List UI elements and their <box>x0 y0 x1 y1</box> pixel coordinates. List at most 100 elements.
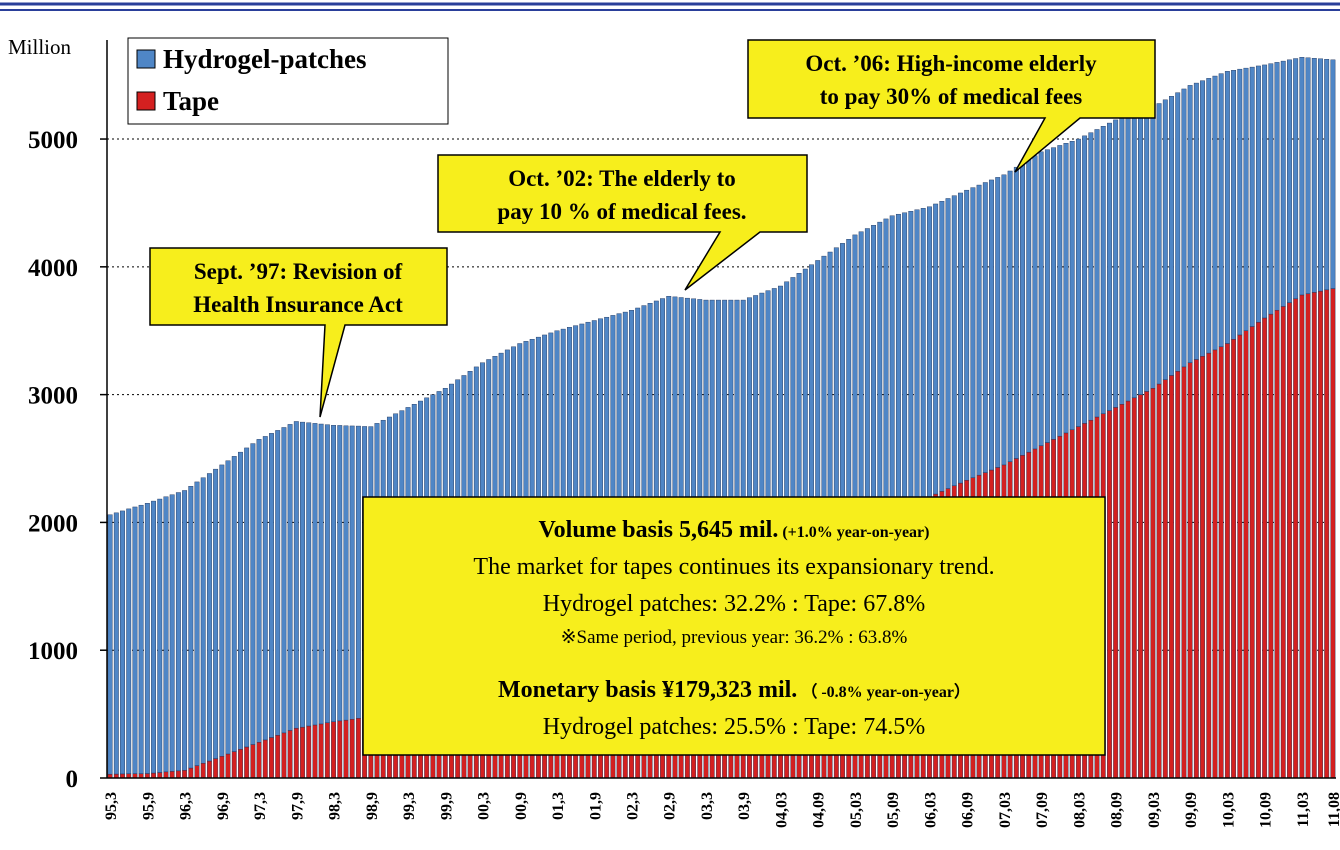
bar-segment <box>982 182 988 473</box>
bar-segment <box>1032 155 1038 450</box>
bar-segment <box>1013 166 1019 459</box>
x-tick-label: 97,9 <box>289 792 306 820</box>
bar-segment <box>300 726 305 779</box>
bar-segment <box>169 771 175 779</box>
bar-segment <box>1324 59 1330 291</box>
x-tick-label: 03,3 <box>699 792 716 820</box>
bar-segment <box>231 751 237 779</box>
bar-segment <box>213 468 219 759</box>
x-tick-label: 04,03 <box>773 792 790 828</box>
bar-segment <box>1200 356 1205 779</box>
bar-segment <box>1255 65 1261 323</box>
bar-segment <box>1255 321 1261 779</box>
y-tick-label: 4000 <box>28 255 78 282</box>
bar-segment <box>1113 407 1119 779</box>
bar-segment <box>1007 170 1013 462</box>
y-tick-label: 3000 <box>28 383 78 410</box>
bar-segment <box>200 763 206 779</box>
callout: Oct. ’02: The elderly to pay 10 % of med… <box>437 154 808 291</box>
callout-box <box>149 247 448 418</box>
bar-segment <box>1162 379 1168 779</box>
bar-segment <box>349 425 355 720</box>
summary-heading: Volume basis 5,645 mil. <box>539 517 779 543</box>
bar-segment <box>1144 109 1150 392</box>
bar-segment <box>281 427 287 734</box>
x-tick-label: 96,3 <box>178 792 195 820</box>
bar-segment <box>175 770 181 779</box>
callout: Sept. ’97: Revision of Health Insurance … <box>149 247 448 418</box>
bar-segment <box>318 723 324 779</box>
bar-segment <box>225 460 231 755</box>
bar-segment <box>206 760 212 779</box>
callout-text: Oct. ’02: The elderly to <box>508 166 736 191</box>
bar-segment <box>1311 292 1317 779</box>
x-tick-label: 02,3 <box>624 792 641 820</box>
legend-swatch <box>136 91 156 111</box>
bar-segment <box>1318 58 1323 292</box>
callout-text: Health Insurance Act <box>193 292 403 317</box>
legend: Hydrogel-patches Tape <box>127 37 449 125</box>
bar-segment <box>1088 132 1094 421</box>
bar-segment <box>343 425 349 721</box>
bar-segment <box>194 765 200 779</box>
bar-segment <box>287 424 293 731</box>
x-tick-label: 06,03 <box>922 792 939 828</box>
bar-segment <box>293 727 299 779</box>
bar-segment <box>1231 339 1237 779</box>
bar-segment <box>1156 383 1162 779</box>
bar-segment <box>262 436 268 741</box>
bar-segment <box>889 215 895 517</box>
bar-segment <box>306 725 312 779</box>
bar-segment <box>120 510 125 775</box>
bar-segment <box>852 234 858 530</box>
bar-segment <box>1237 68 1243 336</box>
summary-box: Volume basis 5,645 mil. (+1.0% year-on-ye… <box>362 496 1106 756</box>
bar-segment <box>1212 75 1218 351</box>
bar-segment <box>902 212 908 510</box>
bar-segment <box>1138 111 1143 395</box>
bar-segment <box>157 772 163 779</box>
bar-segment <box>1131 397 1137 779</box>
bar-segment <box>256 742 262 779</box>
bar-segment <box>206 473 212 762</box>
summary-change: （ -0.8% year-on-year） <box>801 683 970 701</box>
bar-segment <box>293 421 299 729</box>
x-tick-label: 98,9 <box>364 792 381 820</box>
bar-segment <box>970 187 976 478</box>
x-tick-label: 04,09 <box>811 792 828 828</box>
bar-segment <box>858 231 864 527</box>
bar-segment <box>1206 352 1212 779</box>
summary-line: ※Same period, previous year: 36.2% : 63.… <box>561 627 908 648</box>
bar-segment <box>1107 122 1112 411</box>
x-tick-label: 05,03 <box>848 792 865 828</box>
bar-segment <box>1051 147 1057 440</box>
bar-segment <box>337 720 343 779</box>
x-tick-label: 02,9 <box>662 792 679 820</box>
bar-segment <box>927 206 932 498</box>
bar-segment <box>939 201 945 492</box>
bar-segment <box>169 494 175 772</box>
summary-change: (+1.0% year-on-year) <box>782 524 929 541</box>
bar-segment <box>219 756 225 779</box>
bar-segment <box>163 771 169 779</box>
bar-segment <box>1144 391 1150 779</box>
bar-segment <box>1020 163 1025 456</box>
x-tick-label: 09,09 <box>1183 792 1200 828</box>
bar-segment <box>1169 96 1174 376</box>
bar-segment <box>1125 115 1131 402</box>
bar-segment <box>1131 113 1137 399</box>
bar-segment <box>163 496 169 773</box>
bar-segment <box>1293 58 1299 299</box>
bar-segment <box>269 433 274 738</box>
bar-segment <box>331 721 336 779</box>
bar-segment <box>331 425 336 722</box>
bar-segment <box>864 228 870 525</box>
bar-segment <box>306 422 312 727</box>
summary-line: Volume basis 5,645 mil. (+1.0% year-on-ye… <box>539 517 930 543</box>
bar-segment <box>877 221 883 521</box>
axes: 0 1000 2000 3000 4000 5000 95,3 95,9 96,3 96,9 97,… <box>28 40 1340 828</box>
x-tick-label: 07,09 <box>1034 792 1051 828</box>
bar-segment <box>1330 59 1336 289</box>
bar-segment <box>337 425 343 722</box>
